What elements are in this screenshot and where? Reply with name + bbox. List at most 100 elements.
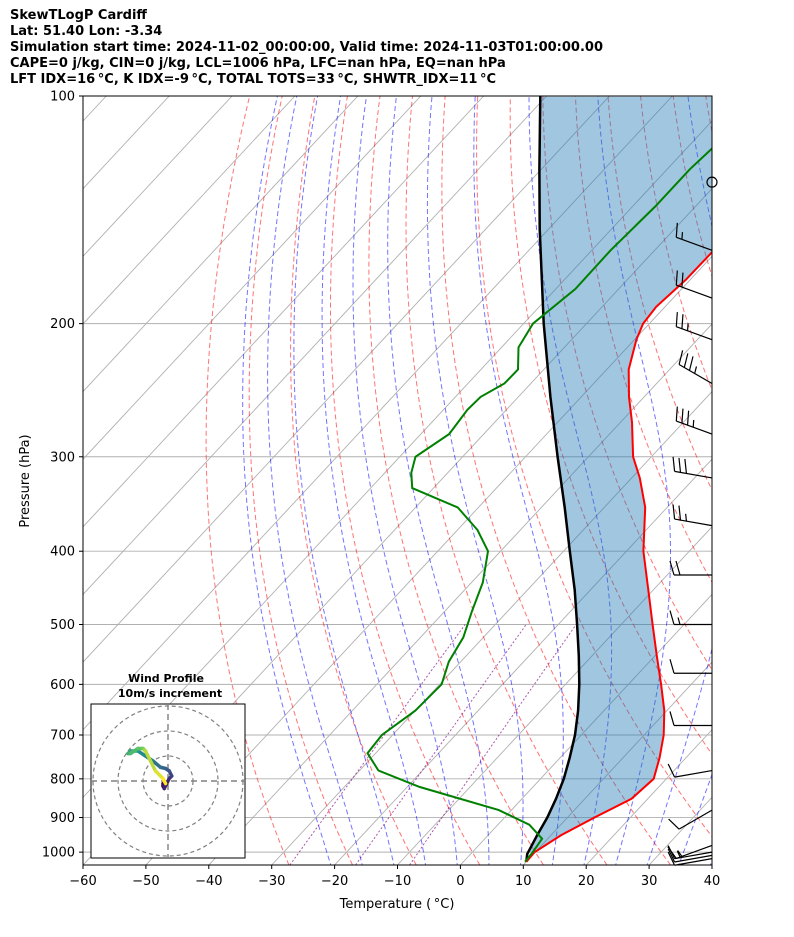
dry-adiabat-line [330,96,481,865]
wind-barb-flag [678,457,682,473]
dry-adiabat-line [640,96,712,392]
mixing-ratio-line [289,624,466,865]
moist-adiabat-line [709,859,712,865]
calm-wind-circle [706,176,718,188]
isotherm-line [711,864,712,865]
isotherm-line [83,96,233,257]
wind-barb [667,851,713,866]
dry-adiabat-line [607,96,712,492]
x-tick-label: 30 [641,874,658,889]
dry-adiabat-line [476,96,712,838]
wind-barb-flag [667,845,676,859]
wind-barb-shaft [676,420,713,435]
isotherm-line [83,96,107,122]
wind-barb-flag [678,350,684,365]
moist-adiabat-line [387,96,490,865]
y-tick-label: 700 [50,728,75,743]
wind-barb-half-flag [685,513,687,522]
wind-barb [672,504,713,527]
dry-adiabat-line [672,96,712,279]
wind-barb-flag [681,272,684,288]
wind-barb-flag [669,560,675,576]
axes: −60 −50 −40 −30 −20 −10 0 10 20 30 40 100 200 300 400 5… [42,90,720,890]
y-tick-label: 900 [50,811,75,826]
wind-barb-half-flag [677,850,683,857]
wind-barb-flag [675,560,681,576]
dry-adiabat-line [441,96,672,865]
isotherm-line [397,526,712,865]
isotherm-line [775,96,794,865]
y-tick-label: 600 [50,678,75,693]
dry-adiabat-line [405,96,608,865]
wind-barb-half-flag [676,850,682,858]
wind-barb [668,809,713,830]
wind-barb-flag [678,505,682,521]
isotherm-line [83,96,673,731]
x-tick-label: −50 [132,874,159,889]
wind-barb [675,406,713,435]
wind-barb-shaft [674,851,713,860]
wind-barb-flag [681,314,684,329]
isotherm-line [522,661,712,865]
y-tick-label: 800 [50,772,75,787]
dry-adiabat-line [368,96,544,865]
wind-barb-shaft [678,809,713,830]
time-line: Simulation start time: 2024-11-02_00:00:… [10,40,603,55]
wind-barb-shaft [674,854,713,863]
wind-barb-flag [669,711,675,726]
moist-adiabat-line [242,96,332,865]
wind-barb-flag [667,848,676,863]
parcel-profile-line [525,96,581,862]
wind-barb-shaft [674,769,713,778]
wind-barb [669,659,712,674]
moist-adiabat-line [352,96,458,865]
dry-adiabat-line [705,96,712,135]
dry-adiabat-line [205,96,290,865]
y-axis-label: Pressure (hPa) [18,434,33,527]
hodograph-title: Wind Profile [128,672,204,685]
wind-barb [669,560,712,576]
isotherm-line [83,96,296,325]
wind-barb [672,456,713,479]
isotherm-line [83,96,359,393]
x-tick-label: −30 [258,874,285,889]
moist-adiabat-line [293,96,395,865]
mixing-ratio-line [355,624,527,865]
x-tick-label: −40 [195,874,222,889]
hodograph-segment [153,769,165,781]
moist-adiabat-line [678,773,712,865]
wind-barb-shaft [676,284,713,299]
hodograph-subtitle: 10m/s increment [118,687,222,700]
x-tick-label: 10 [515,874,532,889]
isotherm-line [83,96,547,596]
wind-barb [675,222,713,251]
y-tick-label: 200 [50,317,75,332]
wind-barb-flag [667,763,676,778]
wind-barb [675,270,713,299]
y-tick-label: 400 [50,545,75,560]
isotherm-line [83,96,484,528]
isotherm-line [460,593,712,865]
wind-barb-flag [686,410,690,426]
isotherm-line [145,255,712,865]
wind-barb-half-flag [694,366,698,374]
wind-barb-flag [667,851,676,866]
wind-barb [669,610,712,626]
x-tick-label: −60 [69,874,96,889]
wind-barb-shaft [674,470,713,479]
dry-adiabat-line [542,96,712,671]
wind-barb-flag [672,504,676,520]
wind-barb-flag [675,312,678,327]
chart-header: SkewTLogP Cardiff Lat: 51.40 Lon: -3.34 … [10,8,790,88]
wind-barb-half-flag [686,323,689,331]
moist-adiabat-line [646,96,712,865]
x-tick-label: 20 [578,874,595,889]
wind-barb-half-flag [677,617,681,625]
wind-barb-flag [683,353,689,368]
y-tick-label: 500 [50,618,75,633]
y-tick-label: 1000 [42,846,75,861]
x-tick-label: −10 [384,874,411,889]
dry-adiabat-line [574,96,712,584]
hodograph: Wind Profile 10m/s increment [90,672,246,859]
